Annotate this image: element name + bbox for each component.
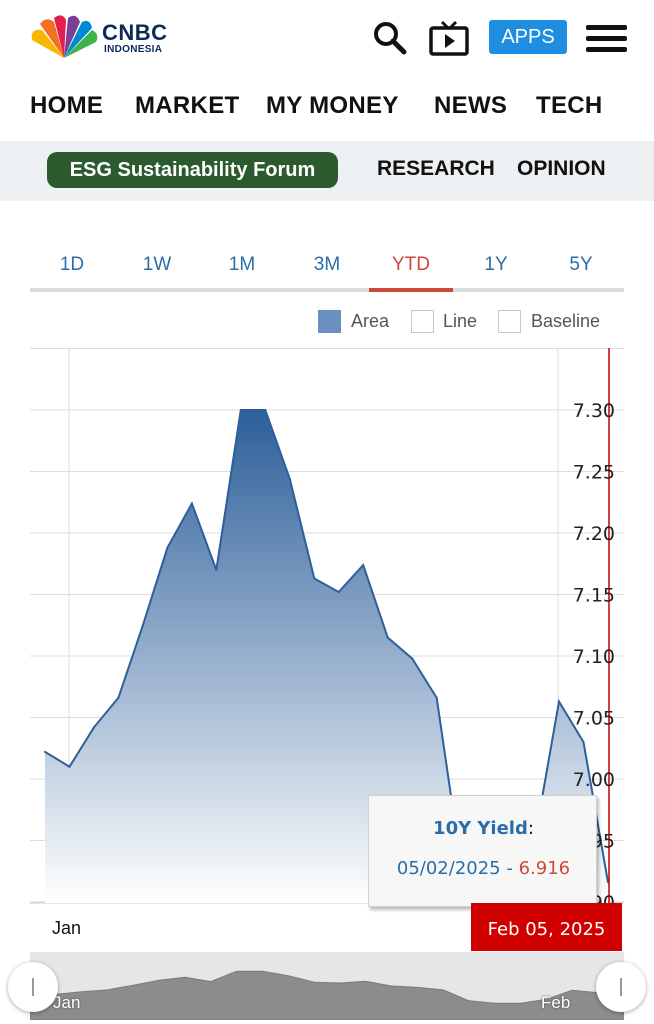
tooltip-title: 10Y Yield: bbox=[433, 818, 534, 839]
line-checkbox[interactable] bbox=[411, 310, 434, 333]
crosshair-date-flag: Feb 05, 2025 bbox=[471, 903, 622, 951]
range-1w[interactable]: 1W bbox=[142, 254, 172, 275]
x-axis-jan-label: Jan bbox=[52, 918, 82, 938]
cnbc-logo[interactable]: CNBC INDONESIA bbox=[28, 14, 188, 62]
y-tick-label: 7.15 bbox=[573, 585, 615, 607]
y-tick-label: 7.05 bbox=[573, 708, 615, 730]
series-area bbox=[45, 410, 608, 903]
data-point bbox=[239, 409, 242, 411]
data-point bbox=[215, 568, 218, 571]
main-nav: HOME MARKET MY MONEY NEWS TECH bbox=[0, 84, 654, 136]
data-point bbox=[93, 726, 95, 729]
tooltip-value-line: 05/02/2025 - 6.916 bbox=[396, 858, 571, 879]
data-point bbox=[288, 477, 291, 480]
data-point bbox=[313, 577, 316, 580]
data-point bbox=[386, 636, 389, 639]
range-3m[interactable]: 3M bbox=[313, 254, 341, 275]
apps-button[interactable]: APPS bbox=[489, 20, 567, 54]
data-point bbox=[190, 502, 193, 505]
baseline-checkbox[interactable] bbox=[498, 310, 521, 333]
tooltip-date: 05/02/2025 bbox=[396, 858, 501, 879]
nav-my-money[interactable]: MY MONEY bbox=[266, 92, 399, 119]
range-1d[interactable]: 1D bbox=[59, 254, 85, 275]
nav-market[interactable]: MARKET bbox=[135, 92, 240, 119]
baseline-label[interactable]: Baseline bbox=[531, 311, 601, 331]
data-point bbox=[264, 409, 267, 411]
area-label[interactable]: Area bbox=[351, 311, 390, 331]
data-point bbox=[558, 700, 560, 703]
line-label[interactable]: Line bbox=[443, 311, 478, 331]
range-1m[interactable]: 1M bbox=[228, 254, 256, 275]
esg-forum-link[interactable]: ESG Sustainability Forum bbox=[47, 152, 338, 188]
y-tick-label: 7.20 bbox=[573, 523, 615, 545]
nav-research[interactable]: RESEARCH bbox=[377, 157, 495, 180]
chart-tooltip: 10Y Yield: 05/02/2025 - 6.916 bbox=[368, 795, 597, 907]
data-point bbox=[582, 741, 585, 744]
data-point bbox=[166, 546, 169, 549]
nav-home[interactable]: HOME bbox=[30, 92, 104, 119]
brand-subtitle: INDONESIA bbox=[104, 44, 163, 55]
sub-nav: ESG Sustainability Forum RESEARCH OPINIO… bbox=[0, 141, 654, 201]
nav-news[interactable]: NEWS bbox=[434, 92, 508, 119]
navigator-series bbox=[30, 970, 624, 1020]
grip-icon bbox=[32, 978, 34, 996]
range-ytd[interactable]: YTD bbox=[392, 254, 430, 275]
tooltip-series: 10Y Yield bbox=[433, 818, 528, 839]
data-point bbox=[141, 624, 144, 627]
navigator-right-handle[interactable] bbox=[596, 962, 646, 1012]
range-tabs: 1D 1W 1M 3M YTD 1Y 5Y bbox=[30, 250, 624, 294]
tv-icon[interactable] bbox=[428, 18, 469, 58]
data-point bbox=[44, 750, 46, 753]
data-point bbox=[68, 765, 71, 768]
data-point bbox=[362, 564, 365, 566]
navigator-feb-label: Feb bbox=[541, 993, 571, 1012]
search-icon[interactable] bbox=[370, 18, 410, 58]
y-tick-label: 7.25 bbox=[573, 462, 615, 484]
chart-style-legend: Area Line Baseline bbox=[0, 308, 654, 336]
tooltip-value: 6.916 bbox=[518, 858, 571, 879]
range-navigator[interactable] bbox=[30, 952, 624, 1020]
nav-tech[interactable]: TECH bbox=[536, 92, 603, 119]
top-header: CNBC INDONESIA APPS bbox=[0, 0, 654, 80]
area-checkbox[interactable] bbox=[318, 310, 341, 333]
y-tick-label: 7.10 bbox=[573, 646, 615, 668]
data-point bbox=[435, 696, 438, 699]
navigator-left-handle[interactable] bbox=[8, 962, 58, 1012]
y-tick-label: 7.30 bbox=[573, 400, 615, 422]
range-tabs-baseline bbox=[30, 288, 624, 292]
data-point bbox=[411, 657, 414, 660]
grip-icon bbox=[620, 978, 622, 996]
brand-name: CNBC bbox=[102, 20, 168, 45]
y-tick-label: 7.00 bbox=[573, 769, 615, 791]
data-point bbox=[337, 591, 340, 593]
navigator-jan-label: Jan bbox=[53, 993, 81, 1012]
range-1y[interactable]: 1Y bbox=[484, 254, 508, 275]
range-5y[interactable]: 5Y bbox=[569, 254, 593, 275]
peacock-icon bbox=[31, 15, 98, 58]
data-point bbox=[117, 696, 120, 699]
active-range-indicator bbox=[369, 288, 453, 292]
nav-opinion[interactable]: OPINION bbox=[517, 157, 606, 180]
menu-icon[interactable] bbox=[586, 22, 627, 62]
